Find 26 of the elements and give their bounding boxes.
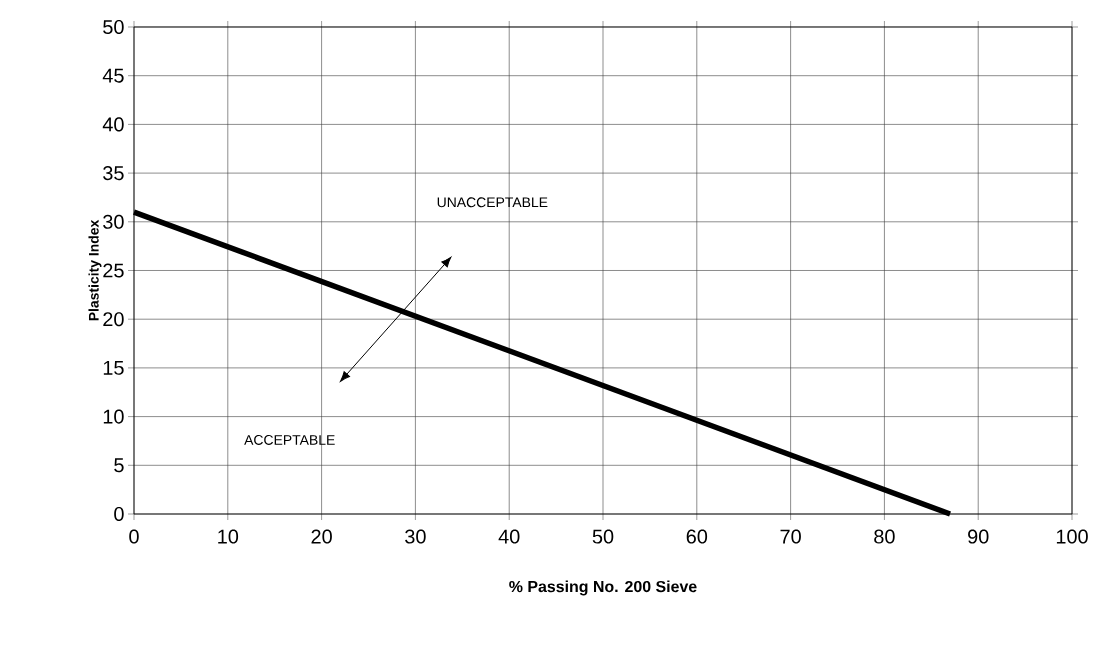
y-tick-label: 10 — [103, 409, 124, 424]
y-tick-label: 35 — [103, 166, 124, 181]
x-tick-label: 40 — [498, 529, 520, 544]
y-axis-title: Plasticity Index — [88, 219, 102, 321]
y-tick-label: 45 — [102, 68, 124, 83]
y-tick-label: 20 — [103, 312, 124, 327]
y-tick-label: 15 — [103, 360, 124, 375]
y-tick-label: 30 — [103, 214, 124, 229]
annotation: UNACCEPTABLE — [437, 197, 548, 208]
annotation: ACCEPTABLE — [244, 435, 335, 445]
x-tick-label: 80 — [874, 529, 895, 544]
y-tick-label: 5 — [114, 458, 124, 473]
y-tick-label: 25 — [103, 263, 124, 278]
x-tick-label: 60 — [686, 529, 708, 544]
x-tick-label: 90 — [968, 529, 989, 544]
x-tick-label: 10 — [218, 529, 239, 544]
x-tick-label: 20 — [311, 529, 332, 544]
x-tick-label: 0 — [129, 529, 139, 544]
x-tick-label: 50 — [592, 529, 614, 544]
x-tick-label: 70 — [780, 529, 801, 544]
x-tick-label: 30 — [405, 529, 426, 544]
x-axis-title: % Passing No. 200 Sieve — [509, 580, 697, 596]
x-tick-label: 100 — [1056, 529, 1088, 544]
y-tick-label: 50 — [103, 19, 124, 35]
y-tick-label: 40 — [102, 117, 124, 132]
y-tick-label: 0 — [114, 506, 124, 522]
